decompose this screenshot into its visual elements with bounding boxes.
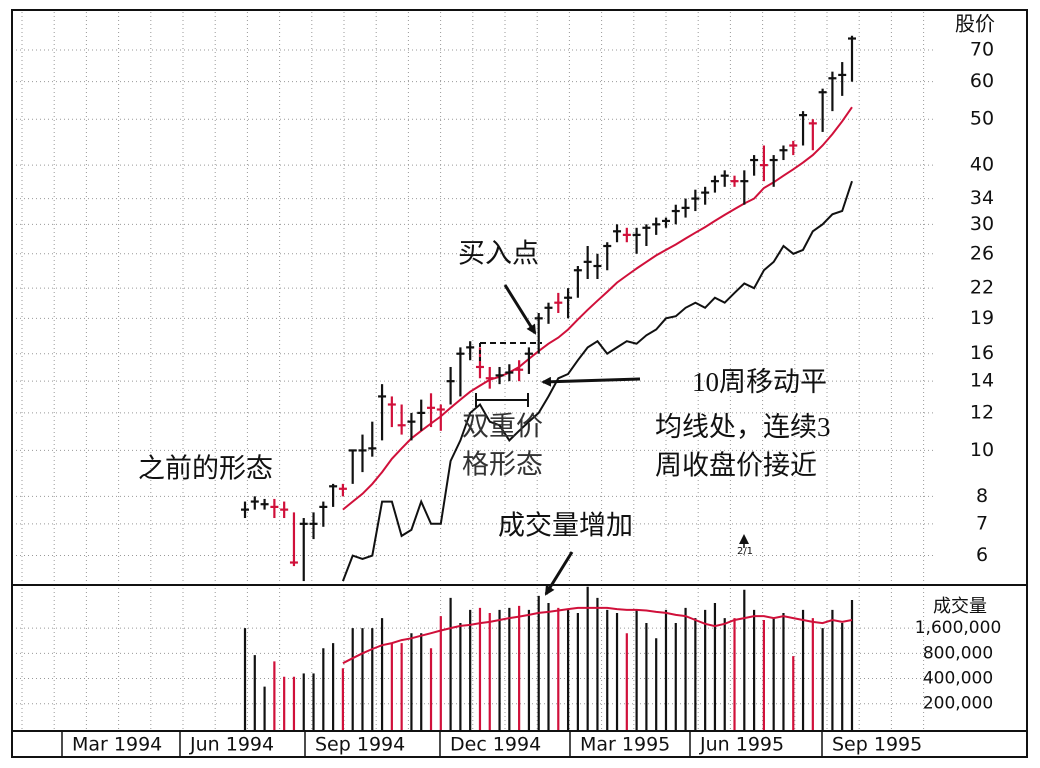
y-tick-label: 12 [970,401,994,423]
x-tick-label: Jun 1994 [189,734,274,756]
x-tick-label: Mar 1995 [580,734,670,756]
annotation: 10周移动平 [692,367,827,397]
y-tick-label: 30 [970,213,994,235]
volume-tick-label: 1,600,000 [915,618,1002,638]
arrow [503,284,537,335]
annotation: 买入点 [458,239,539,270]
annotation: 双重价 [462,412,543,443]
volume-tick-label: 800,000 [923,643,993,663]
y-tick-label: 40 [970,154,994,176]
y-tick-label: 22 [970,277,994,299]
plot: 6 7 8 10 12 14 16 19 22 26 30 34 40 50 60 70 1,600,000 80… [12,35,1002,757]
y-tick-label: 16 [970,342,994,364]
annotation: 周收盘价接近 [655,451,817,482]
annotation: 格形态 [462,450,543,481]
y-tick-label: 26 [970,242,994,264]
annotation: 均线处，连续3 [655,412,831,442]
annotation: 成交量增加 [498,511,633,542]
y-tick-label: 7 [976,512,988,534]
x-tick-label: Mar 1994 [72,734,162,756]
y-tick-label: 70 [970,38,994,60]
volume-tick-label: 400,000 [923,669,993,689]
x-tick-label: Sep 1994 [315,734,405,756]
annotation: 2/1 [737,546,753,557]
y-axis-label: 股价 [955,12,995,36]
arrow [544,551,574,596]
frame [11,9,1028,758]
y-tick-label: 10 [970,439,994,461]
y-tick-label: 19 [970,307,994,329]
y-tick-label: 50 [970,108,994,130]
y-tick-label: 14 [970,370,994,392]
x-tick-label: Sep 1995 [832,734,922,756]
relative-strength-line [341,180,853,582]
annotation: 之前的形态 [138,454,273,485]
y-tick-label: 60 [970,70,994,92]
arrow [541,376,641,387]
y-tick-label: 8 [976,485,988,507]
volume-average-line [342,606,853,665]
y-tick-label: 34 [970,187,994,209]
moving-average-line [342,106,853,511]
y-tick-label: 6 [976,544,988,566]
volume-tick-label: 200,000 [923,694,993,714]
x-tick-label: Dec 1994 [450,734,541,756]
x-tick-label: Jun 1995 [699,734,784,756]
volume-label: 成交量 [933,596,987,617]
